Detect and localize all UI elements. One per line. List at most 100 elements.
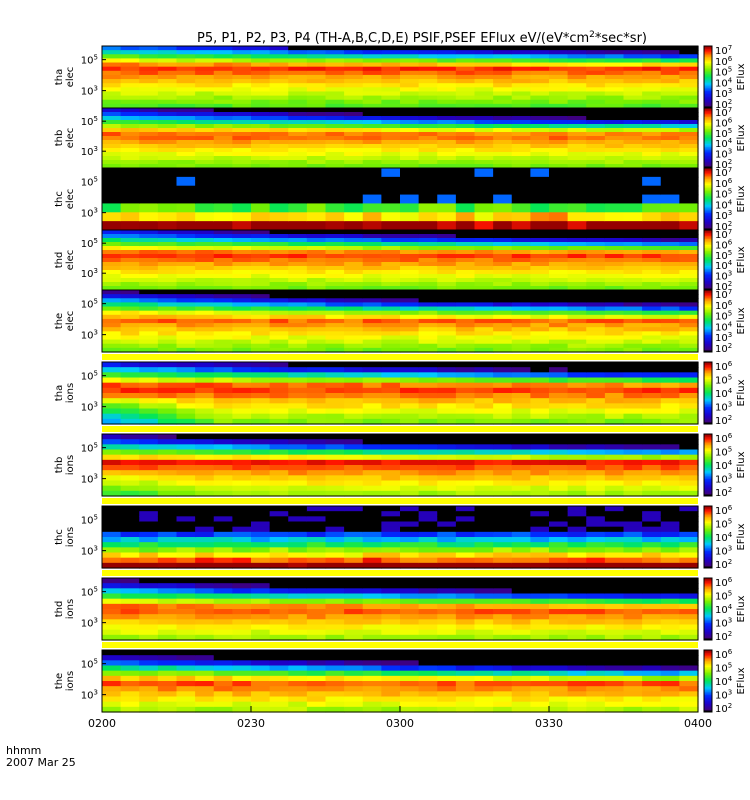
heatmap-cell: [418, 46, 438, 51]
heatmap-cell: [511, 382, 531, 389]
heatmap-cell: [437, 490, 457, 497]
colorbar-band: [704, 595, 712, 598]
heatmap-cell: [437, 480, 457, 487]
colorbar-band: [704, 443, 712, 446]
heatmap-cell: [344, 624, 364, 631]
heatmap-cell: [418, 670, 438, 677]
colorbar-band: [704, 347, 712, 350]
heatmap-cell: [437, 74, 457, 80]
heatmap-cell: [362, 547, 382, 554]
heatmap-cell: [660, 490, 680, 497]
heatmap-cell: [325, 314, 345, 320]
heatmap-cell: [418, 234, 438, 239]
heatmap-cell: [623, 230, 643, 235]
heatmap-cell: [586, 246, 606, 251]
heatmap-cell: [567, 578, 587, 584]
colorbar-band: [704, 233, 712, 235]
colorbar-band: [704, 302, 712, 305]
heatmap-cell: [530, 347, 550, 353]
heatmap-cell: [660, 318, 680, 324]
colorbar-band: [704, 460, 712, 463]
heatmap-cell: [511, 413, 531, 420]
heatmap-cell: [493, 562, 513, 569]
heatmap-cell: [120, 377, 140, 384]
heatmap-cell: [120, 459, 140, 466]
heatmap-cell: [437, 95, 457, 101]
heatmap-cell: [642, 444, 662, 451]
heatmap-cell: [325, 665, 345, 672]
heatmap-cell: [586, 696, 606, 703]
heatmap-cell: [437, 343, 457, 349]
heatmap-cell: [455, 557, 476, 564]
colorbar-tick-exponent: 6: [728, 238, 733, 246]
heatmap-cell: [586, 242, 606, 247]
heatmap-cell: [642, 136, 662, 141]
heatmap-cell: [549, 120, 569, 125]
y-tick-label: 105: [81, 442, 98, 455]
heatmap-cell: [549, 485, 569, 492]
heatmap-cell: [195, 258, 215, 263]
heatmap-cell: [567, 511, 587, 517]
heatmap-cell: [269, 470, 289, 476]
heatmap-cell: [679, 99, 699, 105]
colorbar-band: [704, 130, 712, 133]
heatmap-cell: [437, 449, 457, 456]
heatmap-cell: [493, 221, 513, 231]
heatmap-cell: [362, 203, 382, 213]
heatmap-cell: [362, 212, 382, 222]
heatmap-cell: [120, 706, 140, 713]
heatmap-cell: [511, 562, 531, 569]
heatmap-cell: [604, 74, 625, 80]
heatmap-cell: [213, 128, 233, 133]
heatmap-cell: [604, 634, 625, 641]
heatmap-cell: [195, 238, 215, 243]
heatmap-cell: [567, 542, 587, 548]
heatmap-cell: [530, 103, 550, 109]
heatmap-cell: [549, 470, 569, 476]
heatmap-cell: [604, 108, 625, 113]
heatmap-cell: [325, 449, 345, 456]
heatmap-cell: [362, 531, 382, 538]
heatmap-cell: [251, 66, 271, 72]
heatmap-cell: [511, 242, 531, 247]
heatmap-cell: [679, 408, 699, 415]
colorbar-tick-exponent: 2: [728, 342, 732, 350]
heatmap-cell: [437, 578, 457, 584]
panel-species-label: elec: [65, 128, 76, 149]
heatmap-cell: [418, 578, 438, 584]
heatmap-cell: [232, 454, 252, 461]
heatmap-cell: [176, 294, 196, 299]
heatmap-cell: [418, 54, 438, 59]
heatmap-cell: [306, 274, 327, 279]
heatmap-cell: [325, 418, 345, 425]
heatmap-cell: [455, 74, 476, 80]
heatmap-cell: [102, 46, 122, 51]
heatmap-cell: [567, 681, 587, 687]
heatmap-cell: [604, 128, 625, 133]
heatmap-cell: [567, 588, 587, 595]
heatmap-cell: [325, 95, 345, 101]
heatmap-cell: [195, 266, 215, 271]
colorbar-tick-exponent: 2: [728, 98, 732, 106]
heatmap-cell: [474, 140, 494, 145]
heatmap-cell: [437, 50, 457, 55]
heatmap-cell: [586, 670, 606, 677]
heatmap-cell: [362, 79, 382, 84]
heatmap-cell: [660, 480, 680, 487]
heatmap-cell: [660, 331, 680, 337]
heatmap-cell: [567, 593, 587, 600]
heatmap-cell: [288, 254, 308, 259]
colorbar-tick-exponent: 6: [728, 177, 733, 185]
heatmap-cell: [418, 609, 438, 615]
heatmap-cell: [493, 66, 513, 72]
heatmap-cell: [586, 347, 606, 353]
heatmap-cell: [213, 298, 233, 303]
heatmap-cell: [120, 465, 140, 471]
heatmap-cell: [139, 367, 159, 373]
heatmap-cell: [604, 614, 625, 620]
heatmap-cell: [157, 542, 178, 548]
heatmap-cell: [586, 74, 606, 80]
heatmap-cell: [288, 266, 308, 271]
colorbar-band: [704, 205, 712, 208]
heatmap-cell: [120, 238, 140, 243]
